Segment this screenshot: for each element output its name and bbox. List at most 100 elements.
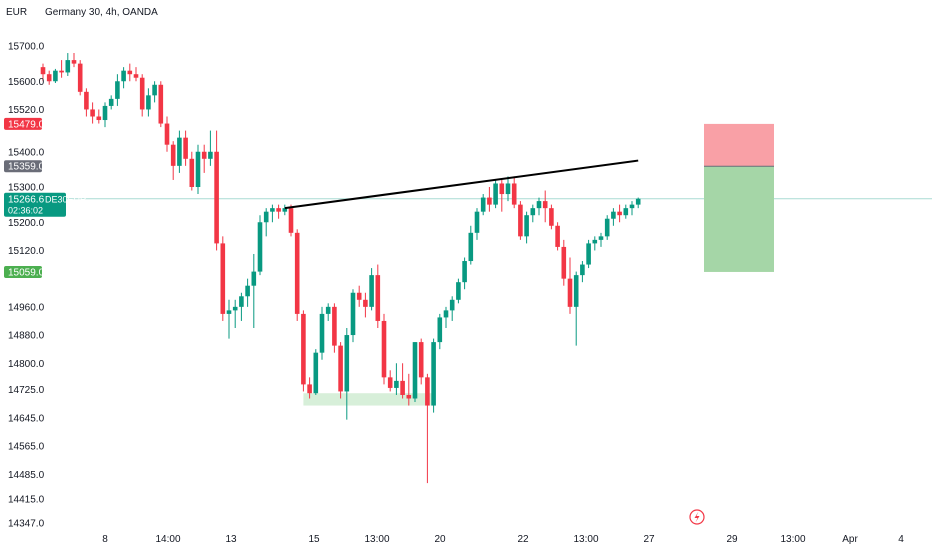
y-tick-label: 14880.0 <box>8 331 45 342</box>
candle-body <box>152 84 157 96</box>
candle-body <box>133 74 139 78</box>
candle-body <box>65 60 71 73</box>
candle-body <box>363 299 368 307</box>
x-tick-label: 13:00 <box>780 534 805 545</box>
candle-body <box>406 394 412 399</box>
candle-body <box>59 70 64 73</box>
time-axis[interactable]: 8 14:00 13 15 13:00 20 22 13:00 27 29 13:00 Apr 4 <box>102 534 904 545</box>
countdown-label: 02:36:02 <box>8 205 43 215</box>
candle-body <box>542 201 548 209</box>
candle-body <box>170 144 176 166</box>
candle-body <box>387 377 393 388</box>
y-tick-label: 15120.0 <box>8 246 45 257</box>
candle-body <box>96 116 102 121</box>
y-tick-label: 14347.0 <box>8 518 45 529</box>
candle-body <box>332 306 337 346</box>
current-price-tag: 15266.6 DE30EUR 02:36:02 <box>4 192 87 217</box>
candle-body <box>208 151 213 159</box>
stop-zone[interactable] <box>704 166 774 272</box>
y-tick-label: 15300.0 <box>8 183 45 194</box>
y-tick-label: 14565.0 <box>8 442 45 453</box>
candle-body <box>350 292 356 336</box>
candle-body <box>611 211 616 219</box>
candle-body <box>90 109 95 117</box>
x-tick-label: Apr <box>842 534 858 545</box>
candle-body <box>177 137 182 166</box>
candle-body <box>239 296 244 307</box>
candle-body <box>164 123 170 145</box>
candle-body <box>282 208 288 212</box>
candle-body <box>381 320 387 378</box>
candle-body <box>524 215 529 237</box>
candle-body <box>139 77 145 110</box>
candle-body <box>313 352 319 394</box>
candle-body <box>586 243 591 265</box>
candle-body <box>474 211 480 233</box>
candle-body <box>263 211 269 223</box>
entry-price-tag: 15359.0 <box>4 160 45 173</box>
candle-body <box>183 137 188 159</box>
candle-body <box>257 222 263 272</box>
candle-body <box>288 208 294 233</box>
y-tick-label: 14485.0 <box>8 470 45 481</box>
candle-body <box>77 63 83 92</box>
y-tick-label: 14645.0 <box>8 413 45 424</box>
candle-body <box>462 261 467 283</box>
candle-body <box>319 313 325 353</box>
symbol-info: Germany 30, 4h, OANDA <box>45 7 158 18</box>
candle-body <box>115 81 120 99</box>
candle-body <box>592 239 598 244</box>
candle-body <box>338 345 343 392</box>
candle-body <box>629 204 635 209</box>
price-axis[interactable]: 15700.0 15600.0 15520.0 15400.0 15300.0 15200… <box>8 42 45 530</box>
y-tick-label: 15400.0 <box>8 147 45 158</box>
entry-price-label: 15359.0 <box>8 162 45 173</box>
candle-body <box>232 306 238 311</box>
candle-body <box>468 232 474 262</box>
candle-body <box>549 208 554 226</box>
support-zone[interactable] <box>303 393 434 406</box>
candle-body <box>369 275 374 307</box>
x-tick-label: 14:00 <box>155 534 180 545</box>
candle-body <box>443 310 449 318</box>
x-tick-label: 13 <box>225 534 237 545</box>
candle-body <box>567 278 573 307</box>
candle-body <box>195 151 201 187</box>
trendline[interactable] <box>284 159 639 210</box>
candle-body <box>431 342 436 406</box>
y-tick-label: 14960.0 <box>8 302 45 313</box>
candle-body <box>356 292 362 300</box>
candle-body <box>511 183 517 205</box>
candle-body <box>53 70 58 82</box>
candle-body <box>418 342 424 378</box>
candle-body <box>400 380 405 395</box>
candle-body <box>623 208 629 216</box>
stop-price-tag: 15059.0 <box>4 265 45 278</box>
candle-body <box>189 158 195 187</box>
candle-body <box>84 91 89 110</box>
candle-body <box>505 183 511 195</box>
target-zone[interactable] <box>704 123 774 167</box>
candle-body <box>46 74 52 82</box>
candle-body <box>214 151 219 244</box>
target-price-tag: 15479.0 <box>4 117 45 130</box>
candle-body <box>270 208 275 212</box>
candle-body <box>375 275 381 321</box>
candle-body <box>146 95 151 110</box>
y-tick-label: 15520.0 <box>8 105 45 116</box>
y-tick-label: 14415.0 <box>8 494 45 505</box>
candle-body <box>487 197 492 205</box>
candle-body <box>561 246 567 279</box>
candle-body <box>493 183 498 205</box>
event-lightning-icon[interactable] <box>689 509 705 525</box>
candle-body <box>71 60 77 64</box>
x-tick-label: 20 <box>434 534 446 545</box>
x-tick-label: 22 <box>517 534 529 545</box>
candle-body <box>617 211 622 216</box>
candles-group <box>40 53 641 484</box>
x-tick-label: 13:00 <box>573 534 598 545</box>
y-tick-label: 15700.0 <box>8 42 45 53</box>
x-tick-label: 29 <box>726 534 738 545</box>
candle-body <box>573 275 579 307</box>
